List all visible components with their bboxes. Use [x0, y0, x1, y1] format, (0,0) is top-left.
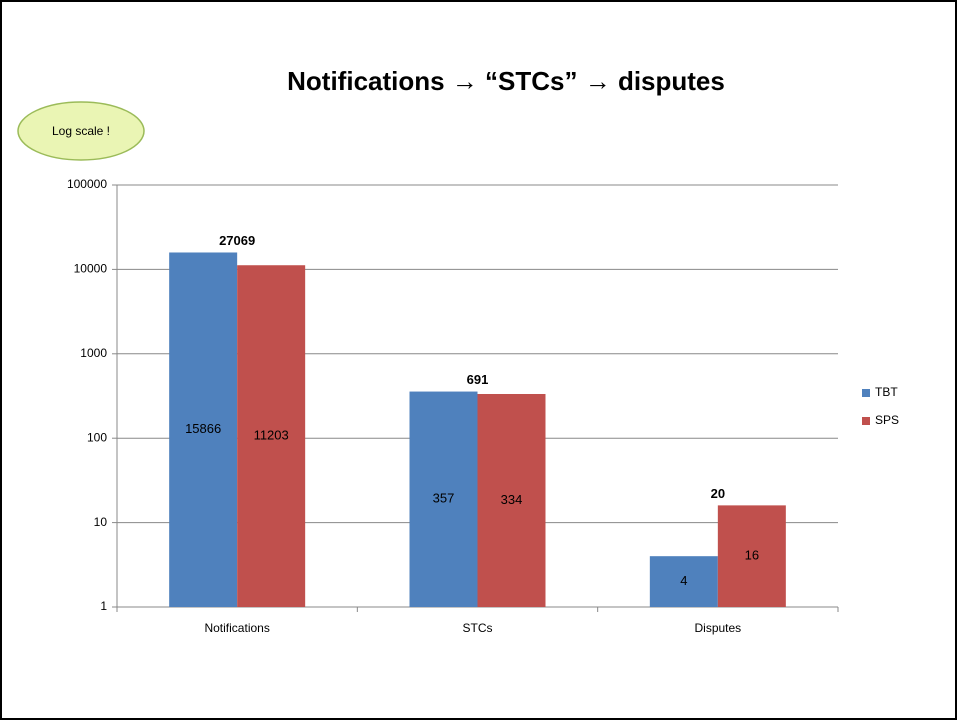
- value-label: 4: [680, 573, 687, 588]
- y-tick-label: 100000: [67, 177, 107, 191]
- bar: [237, 265, 306, 607]
- x-tick-label: Disputes: [694, 621, 741, 635]
- y-tick-label: 100: [87, 430, 107, 444]
- y-tick-label: 1000: [80, 346, 107, 360]
- bar: [409, 391, 478, 607]
- x-tick-label: Notifications: [204, 621, 269, 635]
- bar: [169, 252, 238, 608]
- legend-swatch: [862, 417, 870, 425]
- bar: [477, 393, 546, 607]
- y-tick-label: 10000: [74, 262, 108, 276]
- legend-label: TBT: [875, 385, 898, 399]
- value-label: 16: [745, 548, 759, 563]
- bar: [717, 505, 786, 607]
- bar: [649, 556, 718, 607]
- chart-title: Notifications → “STCs” → disputes: [287, 66, 725, 96]
- total-label: 20: [711, 486, 725, 501]
- value-label: 334: [501, 492, 523, 507]
- value-label: 11203: [254, 428, 289, 443]
- y-tick-label: 1: [100, 599, 107, 613]
- total-label: 27069: [219, 233, 255, 248]
- total-label: 691: [467, 372, 489, 387]
- annotation: Log scale !: [52, 124, 110, 138]
- value-label: 357: [433, 491, 455, 506]
- y-tick-label: 10: [94, 515, 108, 529]
- legend-label: SPS: [875, 413, 899, 427]
- x-tick-label: STCs: [463, 621, 493, 635]
- annotation-bubble: [17, 101, 145, 161]
- legend-swatch: [862, 389, 870, 397]
- value-label: 15866: [185, 421, 221, 436]
